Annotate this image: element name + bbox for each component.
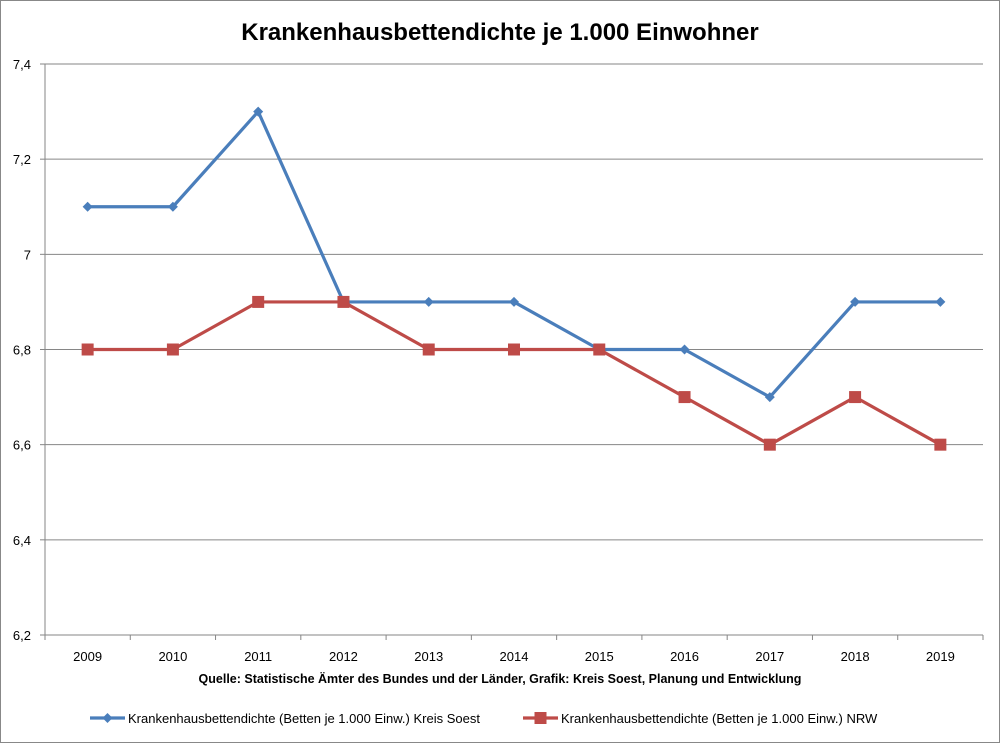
x-tick-label: 2016 (670, 649, 699, 664)
square-marker (534, 712, 547, 724)
x-tick-label: 2012 (329, 649, 358, 664)
x-tick-label: 2019 (926, 649, 955, 664)
series-line-1 (87, 300, 942, 447)
diamond-marker (82, 201, 93, 212)
y-tick-label: 6,2 (13, 628, 31, 643)
square-marker (422, 343, 435, 356)
x-tick-label: 2009 (73, 649, 102, 664)
diamond-marker (102, 713, 113, 723)
square-marker (508, 343, 520, 356)
square-marker (678, 391, 691, 404)
x-tick-label: 2013 (414, 649, 443, 664)
square-marker (934, 438, 947, 451)
diamond-marker (509, 296, 519, 307)
square-marker (849, 391, 862, 404)
x-tick-label: 2014 (500, 649, 529, 664)
diamond-marker (167, 201, 178, 212)
square-marker (763, 438, 776, 451)
x-tick-label: 2011 (244, 649, 272, 664)
x-tick-label: 2018 (841, 649, 870, 664)
y-tick-label: 7,4 (13, 57, 31, 72)
square-marker (166, 343, 179, 356)
diamond-marker (850, 296, 861, 307)
diamond-marker (253, 106, 264, 117)
x-tick-label: 2017 (755, 649, 784, 664)
y-tick-label: 6,6 (13, 438, 31, 453)
y-tick-label: 6,4 (13, 533, 31, 548)
y-tick-label: 7,2 (13, 152, 31, 167)
x-tick-label: 2015 (585, 649, 614, 664)
y-tick-label: 7 (24, 247, 31, 262)
diamond-marker (423, 296, 434, 307)
x-axis-label: Quelle: Statistische Ämter des Bundes un… (199, 671, 802, 686)
square-marker (337, 295, 350, 308)
square-marker (81, 343, 94, 356)
diamond-marker (679, 344, 690, 355)
y-tick-label: 6,8 (13, 343, 31, 358)
square-marker (593, 343, 606, 356)
legend-label: Krankenhausbettendichte (Betten je 1.000… (128, 711, 480, 726)
chart-title: Krankenhausbettendichte je 1.000 Einwohn… (241, 19, 758, 46)
x-tick-label: 2010 (158, 649, 187, 664)
diamond-marker (935, 296, 946, 307)
square-marker (252, 295, 265, 308)
legend-label: Krankenhausbettendichte (Betten je 1.000… (561, 711, 878, 726)
diamond-marker (764, 392, 775, 403)
